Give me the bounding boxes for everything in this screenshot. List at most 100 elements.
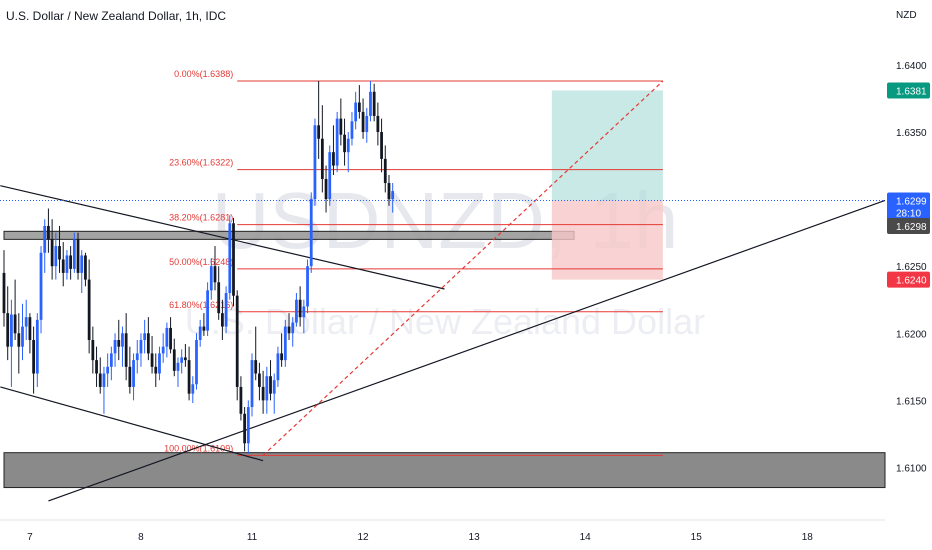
y-tick-label: 1.6200 [896, 329, 927, 340]
candle-body [209, 266, 213, 291]
trendline [0, 185, 445, 290]
candle-body [35, 319, 39, 374]
x-tick-label: 18 [802, 532, 814, 543]
candle-body [213, 266, 217, 283]
candle-body [202, 326, 206, 331]
candle-body [239, 386, 243, 414]
candle-body [206, 290, 209, 331]
candle-body [32, 339, 36, 374]
candle-body [343, 134, 346, 153]
candle-body [146, 333, 150, 354]
candle-body [113, 339, 117, 354]
candle-body [17, 333, 21, 347]
candle-body [254, 360, 258, 374]
candle-body [250, 360, 254, 408]
fib-level-label: 50.00%(1.6248) [169, 257, 233, 267]
candle-body [191, 384, 195, 394]
candle-body [154, 366, 158, 374]
candle-body [332, 152, 335, 166]
candle-body [161, 346, 165, 354]
price-badge-label: 1.6381 [896, 86, 927, 97]
candle-body [258, 373, 261, 387]
candle-body [58, 246, 61, 260]
candle-body [124, 333, 128, 367]
candle-body [269, 376, 272, 394]
candle-body [302, 306, 306, 318]
y-tick-label: 1.6400 [896, 61, 927, 72]
zones-layer [3, 230, 886, 489]
y-tick-label: 1.6250 [896, 262, 927, 273]
candle-body [172, 349, 176, 371]
candle-body [24, 317, 28, 327]
candle-body [232, 223, 235, 296]
candle-body [217, 282, 221, 314]
candle-body [272, 380, 276, 394]
candle-body [339, 118, 343, 135]
candle-body [280, 353, 284, 361]
currency-label: NZD [896, 10, 917, 21]
trendline [0, 386, 264, 462]
candle-body [165, 327, 169, 347]
trendlines-layer[interactable] [0, 80, 886, 502]
candle-body [369, 91, 372, 116]
price-badge [887, 217, 930, 234]
y-tick-label: 1.6350 [896, 128, 927, 139]
candle-body [295, 299, 298, 323]
candle-body [391, 191, 395, 200]
price-badge [887, 192, 930, 209]
candle-body [328, 152, 332, 200]
candle-body [117, 339, 121, 347]
time-axis[interactable]: 7 8 11 12 13 14 15 18 [0, 519, 885, 543]
x-tick-label: 14 [580, 532, 592, 543]
candle-body [106, 366, 110, 374]
fib-level-label: 100.00%(1.6109) [164, 443, 233, 453]
candle-body [21, 326, 24, 347]
candle-body [47, 225, 50, 240]
candle-body [243, 413, 246, 444]
candle-body [143, 333, 147, 340]
candle-body [169, 327, 172, 350]
candle-body [357, 102, 361, 112]
candle-body [317, 125, 321, 139]
candle-body [61, 259, 65, 273]
candle-body [2, 272, 6, 314]
long-position-tool[interactable] [551, 90, 663, 280]
candle-body [91, 339, 95, 361]
fibonacci-retracement[interactable]: 0.00%(1.6388) 23.60%(1.6322) 38.20%(1.6281… [164, 69, 663, 456]
candle-body [95, 360, 98, 374]
price-axis[interactable]: NZD 1.64001.63501.63001.62501.62001.6150… [887, 10, 930, 474]
candle-body [380, 132, 383, 159]
x-tick-label: 11 [247, 532, 258, 543]
candle-body [198, 326, 202, 340]
candle-body [283, 326, 287, 361]
fib-level-label: 0.00%(1.6388) [174, 69, 233, 79]
candle-body [291, 322, 295, 334]
candle-body [261, 386, 265, 401]
candle-body [43, 225, 47, 253]
target-zone [551, 90, 663, 201]
candle-body [383, 158, 387, 184]
price-badge-label: 1.6299 [896, 196, 927, 207]
candle-body [13, 314, 17, 334]
y-tick-label: 1.6100 [896, 463, 927, 474]
watermark-name: U.S. Dollar / New Zealand Dollar [185, 301, 705, 342]
candle-body [135, 353, 139, 361]
candle-body [102, 373, 106, 387]
candle-body [183, 357, 187, 361]
y-tick-label: 1.6150 [896, 396, 927, 407]
x-tick-label: 8 [138, 532, 144, 543]
price-badge-label: 28:10 [896, 209, 921, 220]
candle-body [246, 407, 250, 444]
fib-level-label: 38.20%(1.6281) [169, 213, 233, 223]
candle-body [98, 373, 102, 387]
price-badge [887, 82, 930, 99]
candles-layer [2, 81, 395, 455]
candle-body [72, 239, 76, 269]
candle-body [121, 333, 124, 347]
candle-body [265, 376, 269, 401]
candle-body [309, 199, 313, 267]
trendline [48, 199, 886, 502]
price-badge-label: 1.6298 [896, 222, 927, 233]
candle-body [221, 313, 224, 327]
